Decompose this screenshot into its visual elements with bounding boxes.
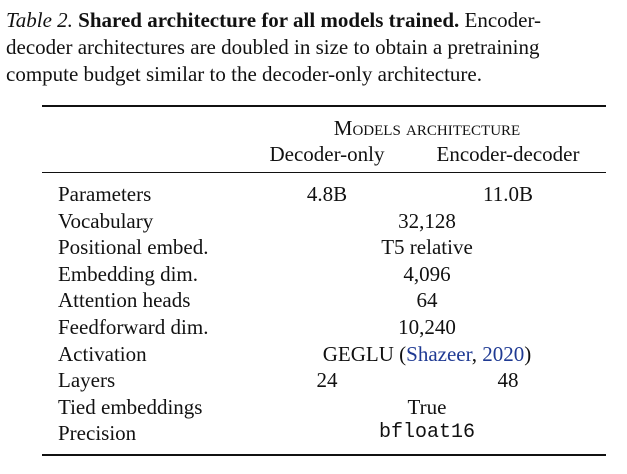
row-label: Parameters: [58, 182, 152, 206]
cell: 11.0B: [483, 182, 533, 206]
caption-title: Shared architecture for all models train…: [78, 8, 460, 32]
cell-text: GEGLU (: [322, 341, 407, 366]
cell-text: ,: [471, 341, 483, 366]
caption-text: Encoder-: [464, 8, 542, 32]
row-label: Attention heads: [58, 288, 191, 313]
row-label: Embedding dim.: [58, 261, 198, 286]
row-label: Vocabulary: [58, 208, 154, 233]
row-label: Tied embeddings: [58, 394, 203, 419]
citation: Shazeer: [406, 341, 472, 366]
caption-label: Table 2.: [6, 8, 73, 32]
row-label: Precision: [58, 421, 137, 446]
caption-text: decoder architectures are doubled in siz…: [6, 35, 540, 59]
bottom-rule: [42, 454, 606, 456]
cell: 64: [416, 288, 438, 313]
row-label: Feedforward dim.: [58, 315, 209, 339]
column-header: Decoder-only: [269, 142, 385, 166]
row-label: Activation: [58, 341, 147, 366]
cell: 48: [497, 368, 519, 393]
cell: 10,240: [398, 315, 456, 339]
mid-rule: [42, 172, 606, 173]
citation: 2020: [482, 341, 525, 366]
row-label: Positional embed.: [58, 235, 209, 260]
caption-line: Table 2. Shared architecture for all mod…: [6, 8, 541, 32]
cell: True: [407, 394, 447, 419]
cell-text: ): [524, 341, 532, 366]
row-label: Layers: [58, 368, 116, 393]
cell: 4,096: [403, 261, 451, 286]
cell: 32,128: [398, 208, 456, 233]
caption-text: compute budget similar to the decoder-on…: [6, 62, 482, 86]
column-header: Encoder-decoder: [436, 142, 580, 166]
group-header: Models architecture: [333, 116, 521, 140]
top-rule: [42, 105, 606, 107]
cell: bfloat16: [378, 421, 476, 445]
cell: 4.8B: [306, 182, 348, 206]
cell: GEGLU (Shazeer, 2020): [323, 342, 532, 366]
cell: T5 relative: [381, 235, 473, 260]
cell: 24: [316, 368, 338, 393]
